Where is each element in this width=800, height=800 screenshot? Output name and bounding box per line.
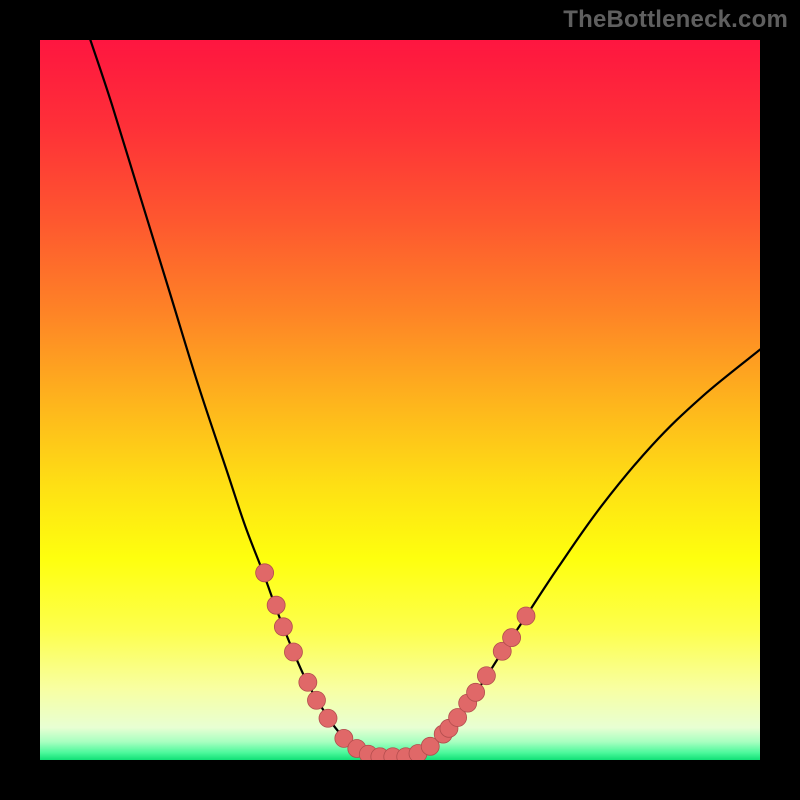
- watermark-text: TheBottleneck.com: [563, 6, 788, 34]
- marker-point: [319, 709, 337, 727]
- marker-point: [517, 607, 535, 625]
- marker-point: [467, 683, 485, 701]
- marker-point: [256, 564, 274, 582]
- marker-point: [503, 629, 521, 647]
- marker-point: [267, 596, 285, 614]
- plot-area: [40, 40, 760, 760]
- chart-frame: TheBottleneck.com: [0, 0, 800, 800]
- marker-point: [477, 667, 495, 685]
- chart-svg: [40, 40, 760, 760]
- marker-point: [284, 643, 302, 661]
- marker-point: [307, 691, 325, 709]
- marker-point: [274, 618, 292, 636]
- chart-background: [40, 40, 760, 760]
- marker-point: [299, 673, 317, 691]
